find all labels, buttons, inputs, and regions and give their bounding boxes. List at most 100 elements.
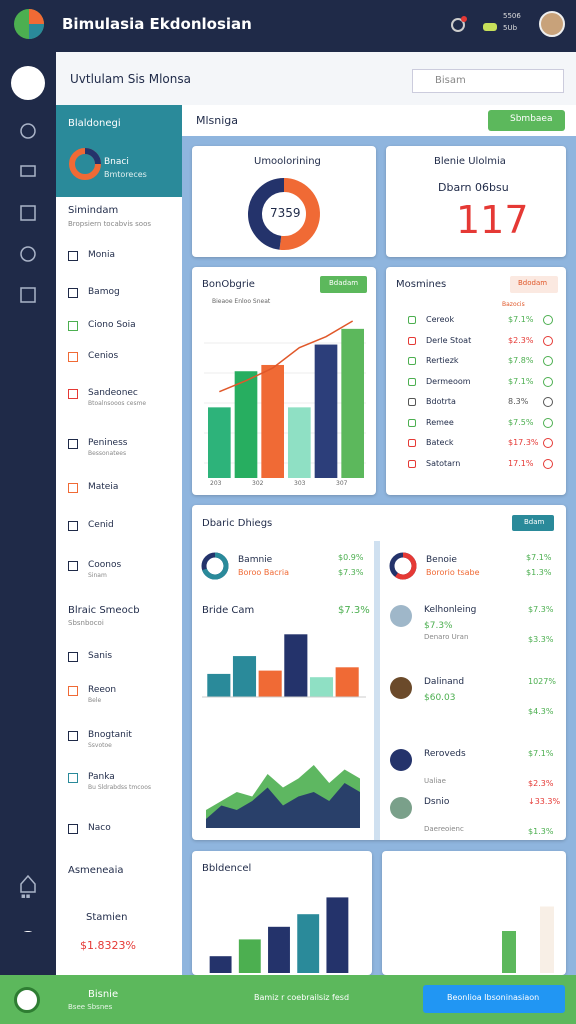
- donut-center: 7359: [270, 206, 301, 220]
- row-label[interactable]: Bateck: [426, 438, 454, 447]
- mini-donut: [389, 552, 417, 580]
- footer-bar: Bisnie Bsee Sbsnes Bamiz r coebrailsiz f…: [0, 975, 576, 1024]
- nav-item[interactable]: Mateia: [88, 482, 119, 492]
- nav-item[interactable]: Ciono Soia: [88, 320, 136, 330]
- status-top: 5506: [503, 12, 521, 20]
- nav-label: ▪▪: [21, 892, 31, 900]
- mini-donut: [201, 552, 229, 580]
- row-value: $7.8%: [508, 356, 534, 365]
- area: [206, 783, 360, 828]
- x-label: 302: [252, 480, 264, 487]
- row-label[interactable]: Dermeoom: [426, 376, 471, 386]
- notification-icon[interactable]: [449, 15, 469, 35]
- bar-legend: Bieaoe Enloo Sneat: [212, 298, 271, 305]
- bar: [208, 407, 231, 478]
- bar: [258, 670, 282, 697]
- nav-list: Monia Bamog Ciono Soia Cenios Sandeonec Btoal…: [56, 105, 182, 975]
- footer-button[interactable]: Beonlioa Ibsoninasiaon: [423, 985, 565, 1013]
- nav-item[interactable]: Bnogtanit: [88, 730, 132, 740]
- kpi-card: Blenie Ulolmia Dbarn 06bsu 117: [386, 146, 566, 257]
- big-content: Bamnie Boroo Bacria $0.9% $7.3% Benoie Borori…: [192, 505, 566, 840]
- person-value: 1027%: [528, 677, 556, 686]
- nav-item[interactable]: Panka: [88, 772, 115, 782]
- breadcrumb[interactable]: Uvtlulam Sis Mlonsa: [70, 72, 191, 86]
- row-icon: [408, 439, 416, 447]
- panel-donut: [69, 148, 101, 180]
- nav-item[interactable]: Sanis: [88, 651, 113, 661]
- nav-item[interactable]: Cenios: [88, 351, 119, 361]
- nav-item[interactable]: Sandeonec: [88, 388, 138, 398]
- bar-card: BonObgrie Bieaoe Enloo Sneat Bdadam 203 3…: [192, 267, 376, 495]
- nav-icon: [68, 352, 78, 362]
- footer-check[interactable]: [14, 987, 40, 1013]
- big-card: Dbaric Dhiegs Bdam Bamnie Boroo Bacria $0.…: [192, 505, 566, 840]
- bar: [288, 407, 311, 478]
- row-icon: [408, 336, 416, 345]
- nav-home[interactable]: [11, 66, 45, 100]
- nav-item[interactable]: Peniness: [88, 438, 128, 448]
- bar-button[interactable]: Bdadam: [320, 276, 367, 293]
- row-status: [543, 417, 553, 428]
- donut-segment: [395, 552, 417, 580]
- search-box[interactable]: Bisam: [412, 69, 564, 93]
- list-button[interactable]: Bdodam: [510, 276, 558, 293]
- nav-icon: [68, 731, 78, 741]
- nav-item[interactable]: Coonos: [88, 560, 122, 570]
- donut-segment: [248, 178, 285, 250]
- person-name[interactable]: Dalinand: [424, 677, 465, 687]
- nav-rail: ▪▪: [0, 52, 56, 975]
- nav-item-sub: Sinam: [88, 572, 107, 579]
- person-sub-value: $60.03: [424, 693, 456, 703]
- person-sub-value: $7.3%: [424, 621, 453, 631]
- person-name[interactable]: Kelhonleing: [424, 605, 477, 615]
- kpi-title: Blenie Ulolmia: [434, 156, 506, 167]
- row-label[interactable]: Cereok: [426, 315, 455, 324]
- sidebar-panel: Blaldonegi Bnaci Bmtoreces: [56, 105, 182, 197]
- nav-item[interactable]: Monia: [88, 250, 115, 260]
- donut-v2: $7.3%: [338, 568, 364, 577]
- side-chart: [502, 906, 554, 973]
- list-card: Mosmines Bdodam Bazocis Cereok $7.1% Derle…: [386, 267, 566, 495]
- status-bottom: 5Ub: [503, 24, 518, 32]
- donut-sub: Bororio tsabe: [426, 568, 480, 577]
- row-label[interactable]: Derle Stoat: [426, 335, 472, 345]
- status-icon[interactable]: [481, 15, 501, 35]
- big-button[interactable]: Bdam: [512, 515, 554, 531]
- row-label[interactable]: Remee: [426, 417, 454, 427]
- row-status: [543, 397, 553, 407]
- person-avatar: [390, 677, 412, 699]
- person-sub2: $2.3%: [528, 779, 554, 788]
- nav-item[interactable]: Naco: [88, 823, 111, 833]
- footer-title: Bisnie: [88, 989, 119, 1000]
- action-button[interactable]: Sbmbaea: [488, 110, 565, 131]
- nav-icon: [68, 321, 78, 331]
- row-icon: [408, 377, 416, 386]
- avatar[interactable]: [539, 11, 565, 37]
- bar: [238, 939, 261, 973]
- kpi-label: Dbarn 06bsu: [438, 181, 509, 194]
- footer-item[interactable]: Stamien: [86, 912, 128, 923]
- row-label[interactable]: Bdotrta: [426, 397, 456, 406]
- person-name[interactable]: Reroveds: [424, 749, 466, 759]
- nav-item[interactable]: Reeon: [88, 685, 117, 695]
- bar-chart: [204, 320, 366, 478]
- nav-icon: [68, 439, 78, 449]
- bar: [335, 667, 359, 697]
- bar: [314, 344, 338, 478]
- row-label[interactable]: Rertiezk: [426, 356, 459, 365]
- side-card: [382, 851, 566, 975]
- person-name[interactable]: Dsnio: [424, 797, 450, 807]
- panel-line2: Bmtoreces: [104, 170, 147, 179]
- donut-card: Umoolorining 7359: [192, 146, 376, 257]
- big-charts: [202, 634, 366, 828]
- nav-item[interactable]: Bamog: [88, 287, 120, 297]
- footer-button-label: Beonlioa Ibsoninasiaon: [447, 993, 540, 1002]
- row-label[interactable]: Satotarn: [426, 458, 461, 468]
- footer-value: $1.8323%: [80, 939, 136, 952]
- panel-line1: Bnaci: [104, 157, 129, 167]
- nav-item[interactable]: Cenid: [88, 520, 114, 530]
- donut-chart: [248, 178, 320, 250]
- person-sub2: $4.3%: [528, 707, 554, 716]
- donut-v1: $0.9%: [338, 553, 364, 562]
